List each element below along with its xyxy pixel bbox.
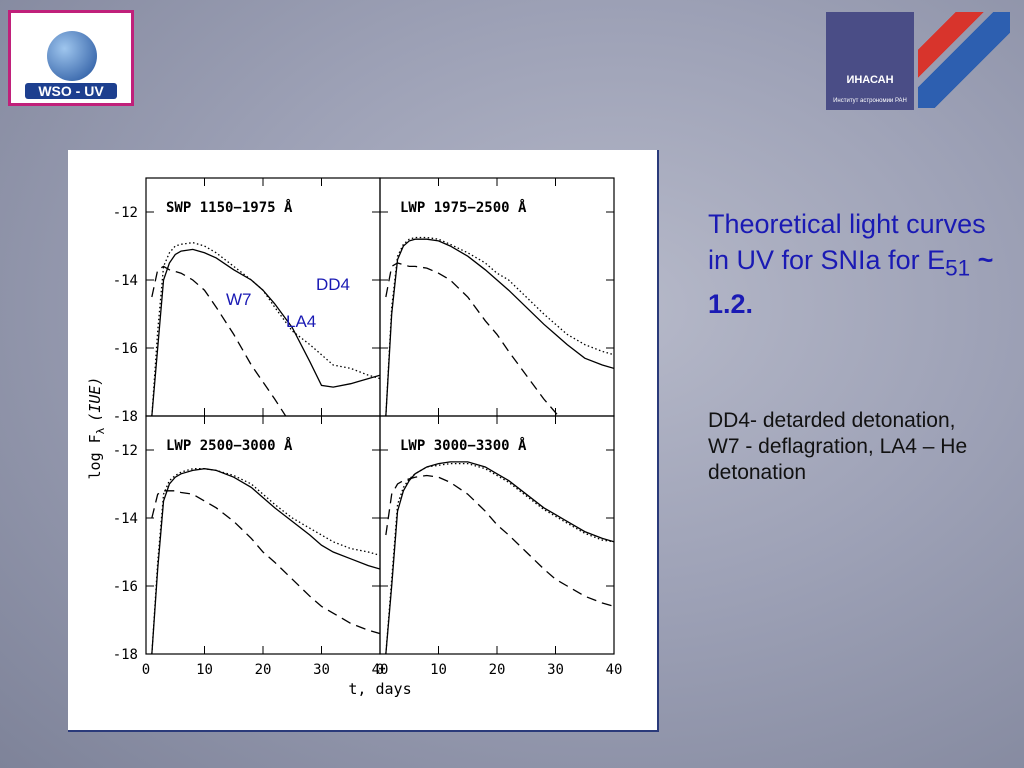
curve	[385, 236, 614, 416]
y-label-main: log F	[86, 434, 104, 479]
curve	[151, 468, 380, 654]
panel-title: LWP 3000−3300 Å	[400, 437, 527, 454]
logo-text: WSO - UV	[25, 83, 117, 99]
x-tick-label: 30	[313, 662, 330, 678]
heading-text: Theoretical light curves in UV for SNIa …	[708, 209, 986, 275]
y-tick-label: -18	[113, 409, 138, 425]
y-tick-label: -14	[113, 511, 138, 527]
x-tick-label: 20	[255, 662, 272, 678]
x-tick-label: 0	[376, 662, 384, 678]
panel-title: LWP 2500−3000 Å	[166, 437, 293, 454]
curve-label: DD4	[316, 275, 350, 294]
curve-label: W7	[226, 290, 252, 309]
y-tick-label: -16	[113, 341, 138, 357]
x-tick-label: 30	[547, 662, 564, 678]
curve	[151, 241, 380, 416]
curve	[385, 461, 614, 654]
body-text: DD4- detarded detonation, W7 - deflagrat…	[708, 409, 968, 484]
figure-frame	[68, 150, 659, 732]
y-tick-label: -14	[113, 273, 138, 289]
x-tick-label: 40	[606, 662, 623, 678]
heading-tail: ~ 1.2.	[708, 245, 994, 320]
y-tick-label: -12	[113, 205, 138, 221]
heading-sub: 51	[945, 255, 971, 281]
panel-title: LWP 1975−2500 Å	[400, 199, 527, 216]
y-tick-label: -16	[113, 579, 138, 595]
curve	[151, 490, 380, 635]
y-tick-label: -18	[113, 647, 138, 663]
logo-inasan: ИНАСАН Институт астрономии РАН	[826, 12, 914, 110]
x-tick-label: 10	[196, 662, 213, 678]
x-axis-label: t, days	[348, 680, 411, 698]
curve	[385, 262, 560, 416]
panel-title: SWP 1150−1975 Å	[166, 199, 293, 216]
logo-text: ИНАСАН	[846, 74, 894, 86]
curve	[385, 474, 614, 608]
logo-subtext: Институт астрономии РАН	[833, 98, 907, 104]
curve-label: LA4	[286, 312, 316, 331]
x-tick-label: 40	[372, 662, 389, 678]
y-tick-label: -12	[113, 443, 138, 459]
logo-wso: WSO - UV	[8, 10, 134, 106]
globe	[47, 31, 97, 81]
logo-emblem	[918, 12, 1010, 108]
x-tick-label: 10	[430, 662, 447, 678]
y-axis-label: log Fλ (IUE)	[86, 377, 107, 480]
curve	[385, 238, 614, 416]
curve	[151, 248, 380, 416]
x-tick-label: 20	[489, 662, 506, 678]
heading: Theoretical light curves in UV for SNIa …	[708, 206, 1008, 322]
y-label-tail: (IUE)	[86, 377, 104, 422]
curve	[151, 468, 380, 654]
y-label-sub: λ	[94, 427, 107, 434]
x-tick-label: 0	[142, 662, 150, 678]
curve	[151, 265, 287, 416]
curve	[385, 462, 614, 654]
